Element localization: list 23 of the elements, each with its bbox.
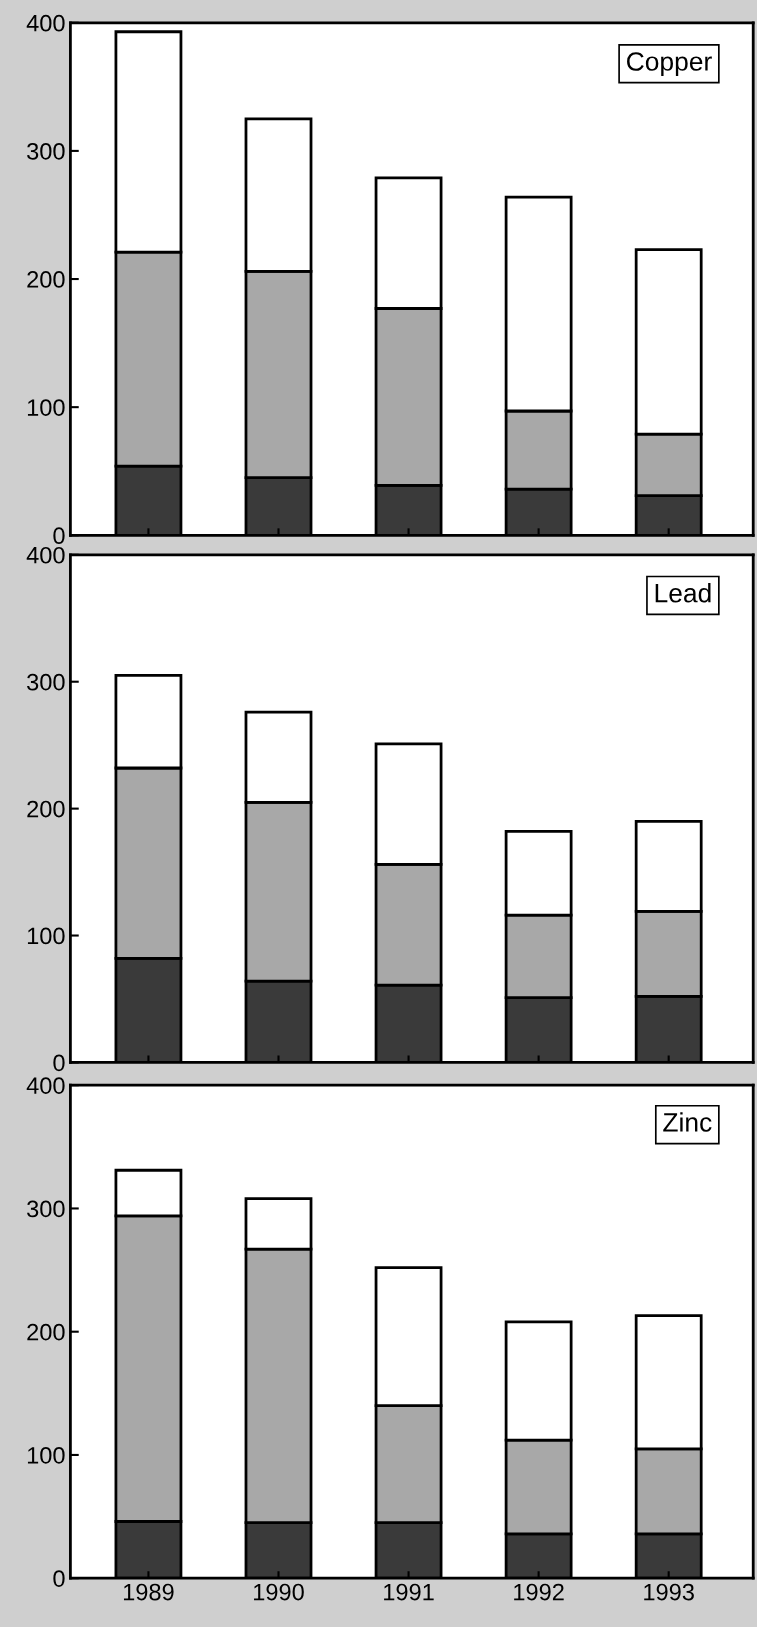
y-tick-label: 300 (27, 142, 65, 160)
y-tick-label: 0 (53, 1570, 65, 1587)
y-tick-label: 300 (27, 1200, 65, 1218)
text: Lead (655, 583, 711, 603)
x-tick-label: 1991 (384, 1583, 434, 1601)
y-tick-label: 200 (27, 800, 65, 818)
y-tick-label: 100 (27, 399, 65, 416)
x-tick-label: 1992 (514, 1583, 564, 1601)
y-tick-label: 400 (26, 1077, 65, 1094)
y-tick-label: 400 (26, 14, 65, 32)
text: Zinc (663, 1112, 712, 1132)
y-tick-label: 0 (53, 1054, 65, 1072)
y-tick-label: 400 (26, 546, 65, 564)
x-tick-label: 1990 (254, 1583, 304, 1601)
y-tick-label: 300 (27, 673, 65, 691)
y-tick-label: 200 (27, 1323, 65, 1341)
y-tick-label: 100 (27, 927, 65, 945)
x-tick-label: 1993 (644, 1583, 694, 1601)
y-tick-label: 100 (27, 1447, 65, 1464)
text: Copper (627, 52, 712, 77)
x-tick-label: 1989 (123, 1583, 174, 1601)
y-tick-label: 0 (53, 527, 65, 545)
y-tick-label: 200 (27, 271, 65, 288)
